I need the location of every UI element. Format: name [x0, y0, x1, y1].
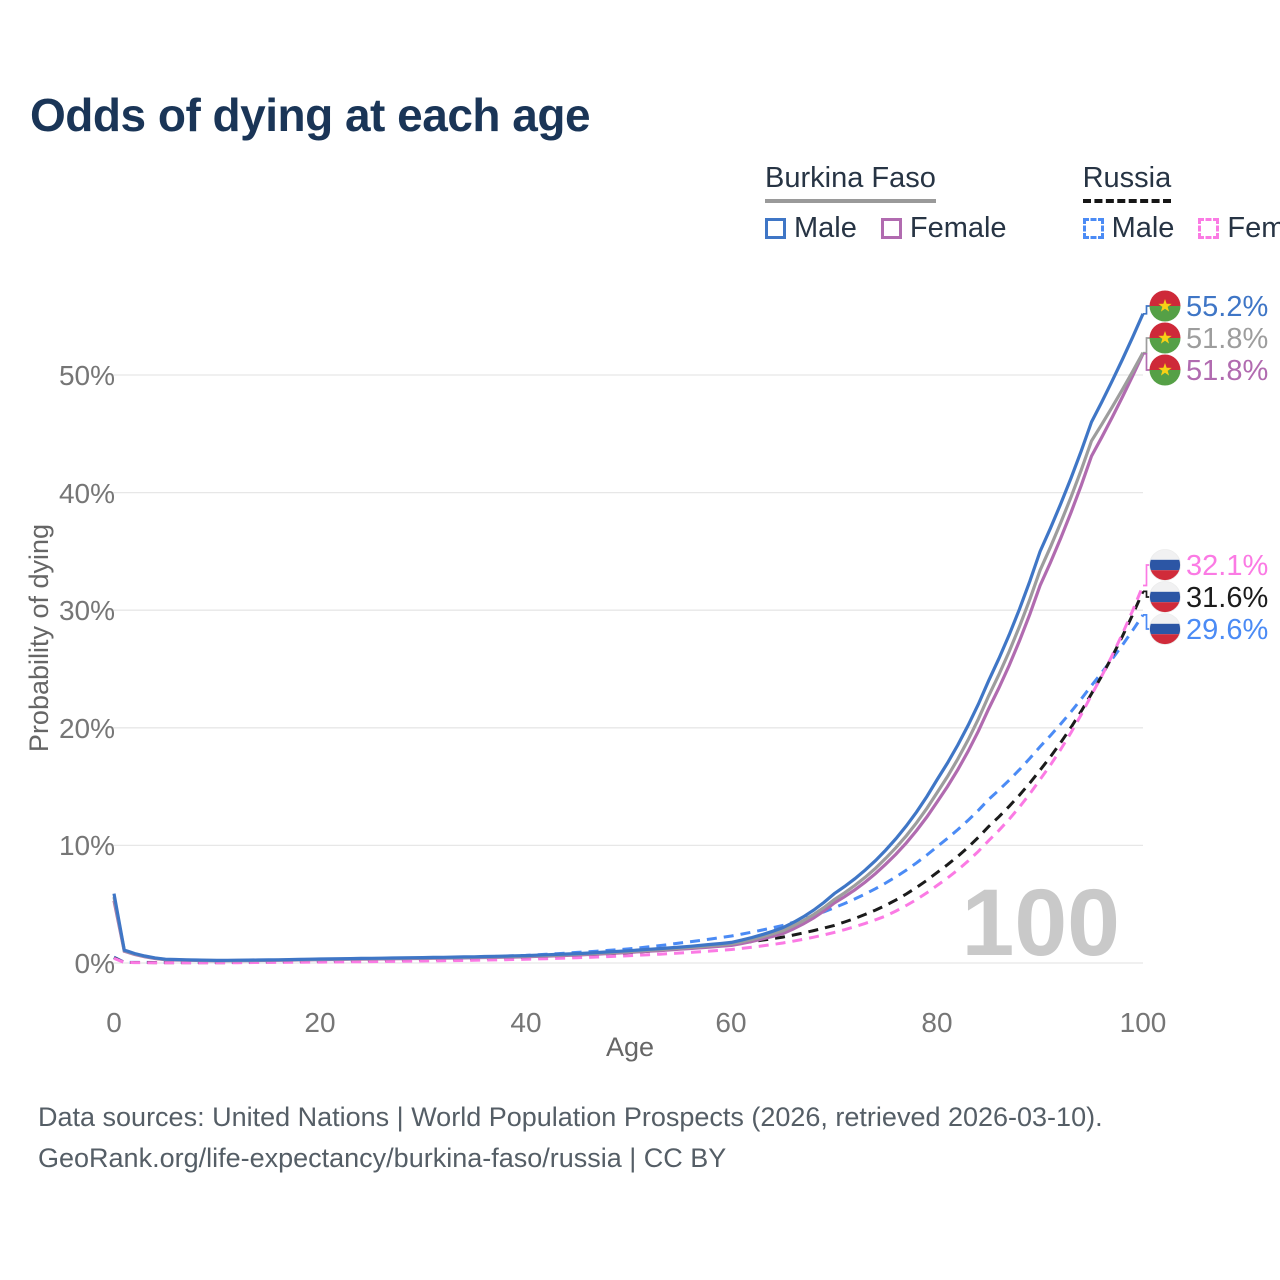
end-label-value: 32.1% [1186, 550, 1268, 582]
end-label-bf-both: 51.8% [1143, 322, 1268, 355]
end-label-bf-female: 51.8% [1143, 352, 1268, 387]
end-label-value: 29.6% [1186, 614, 1268, 646]
x-tick-40: 40 [510, 1007, 541, 1038]
legend-item-label: Male [794, 212, 857, 245]
end-labels: 55.2%51.8%51.8%32.1%31.6%29.6% [1143, 290, 1268, 646]
burkina-faso-flag-icon [1149, 354, 1181, 386]
hover-age-watermark: 100 [961, 870, 1120, 976]
series-line-ru-female[interactable] [113, 584, 1145, 965]
legend-item-label: Male [1111, 212, 1175, 245]
x-tick-100: 100 [1120, 1007, 1167, 1038]
y-axis: 0% 10% 20% 30% 40% 50% Probability of dy… [24, 360, 115, 979]
x-tick-20: 20 [304, 1007, 335, 1038]
russia-flag-icon [1149, 613, 1181, 645]
legend-item-burkina-faso-female[interactable]: Female [880, 212, 1007, 245]
legend-item-label: Female [1227, 212, 1280, 245]
end-label-leader-line [1143, 337, 1150, 354]
data-source-line-1: Data sources: United Nations | World Pop… [38, 1102, 1103, 1132]
legend-item-russia-male[interactable]: Male [1082, 212, 1175, 245]
legend-row-burkina-faso: Male Female [765, 212, 1031, 245]
data-source-footer: Data sources: United Nations | World Pop… [38, 1104, 1103, 1186]
end-label-leader-line [1143, 614, 1150, 630]
y-axis-title: Probability of dying [24, 524, 54, 752]
y-tick-10: 10% [59, 830, 115, 861]
y-tick-40: 40% [59, 478, 115, 509]
end-label-ru-both: 31.6% [1143, 581, 1268, 614]
end-label-value: 31.6% [1186, 582, 1268, 614]
x-tick-0: 0 [106, 1007, 122, 1038]
end-label-leader-line [1143, 564, 1150, 587]
end-label-leader-line [1143, 590, 1150, 598]
russia-female-swatch-icon [1198, 218, 1220, 240]
y-tick-50: 50% [59, 360, 115, 391]
legend-group-title-russia: Russia [1082, 162, 1172, 204]
legend-item-label: Female [909, 212, 1007, 245]
legend-row-russia: Male Female [1082, 212, 1280, 245]
end-label-ru-male: 29.6% [1143, 613, 1268, 646]
gridlines [106, 374, 1143, 964]
russia-flag-icon [1149, 581, 1181, 613]
y-tick-30: 30% [59, 595, 115, 626]
y-tick-0: 0% [75, 948, 115, 979]
burkina-faso-female-swatch-icon [880, 218, 902, 240]
end-label-leader-line [1143, 352, 1150, 371]
x-axis: 0 20 40 60 80 100 Age [106, 1007, 1166, 1062]
burkina-faso-flag-icon [1149, 290, 1181, 322]
russia-male-swatch-icon [1082, 218, 1104, 240]
x-tick-60: 60 [715, 1007, 746, 1038]
chart-title: Odds of dying at each age [30, 89, 591, 141]
end-label-value: 55.2% [1186, 291, 1268, 323]
end-label-ru-female: 32.1% [1143, 549, 1268, 587]
legend-group-russia: Russia Male Female [1082, 162, 1280, 245]
data-source-line-2: GeoRank.org/life-expectancy/burkina-faso… [38, 1143, 727, 1173]
end-label-leader-line [1143, 305, 1150, 315]
russia-flag-icon [1149, 549, 1181, 581]
series-lines [112, 313, 1145, 965]
y-tick-20: 20% [59, 713, 115, 744]
legend-group-burkina-faso: Burkina Faso Male Female [765, 162, 1031, 245]
burkina-faso-male-swatch-icon [765, 218, 786, 240]
legend-item-burkina-faso-male[interactable]: Male [765, 212, 857, 245]
series-line-bf-male[interactable] [112, 313, 1145, 963]
end-label-bf-male: 55.2% [1143, 290, 1268, 323]
end-label-value: 51.8% [1186, 355, 1268, 387]
legend-group-title-burkina-faso: Burkina Faso [765, 162, 936, 204]
end-label-value: 51.8% [1186, 323, 1268, 355]
legend-item-russia-female[interactable]: Female [1198, 212, 1280, 245]
x-axis-title: Age [606, 1032, 654, 1062]
x-tick-80: 80 [921, 1007, 952, 1038]
burkina-faso-flag-icon [1149, 322, 1181, 354]
legend: Burkina Faso Male Female Russia Male [765, 162, 1280, 245]
